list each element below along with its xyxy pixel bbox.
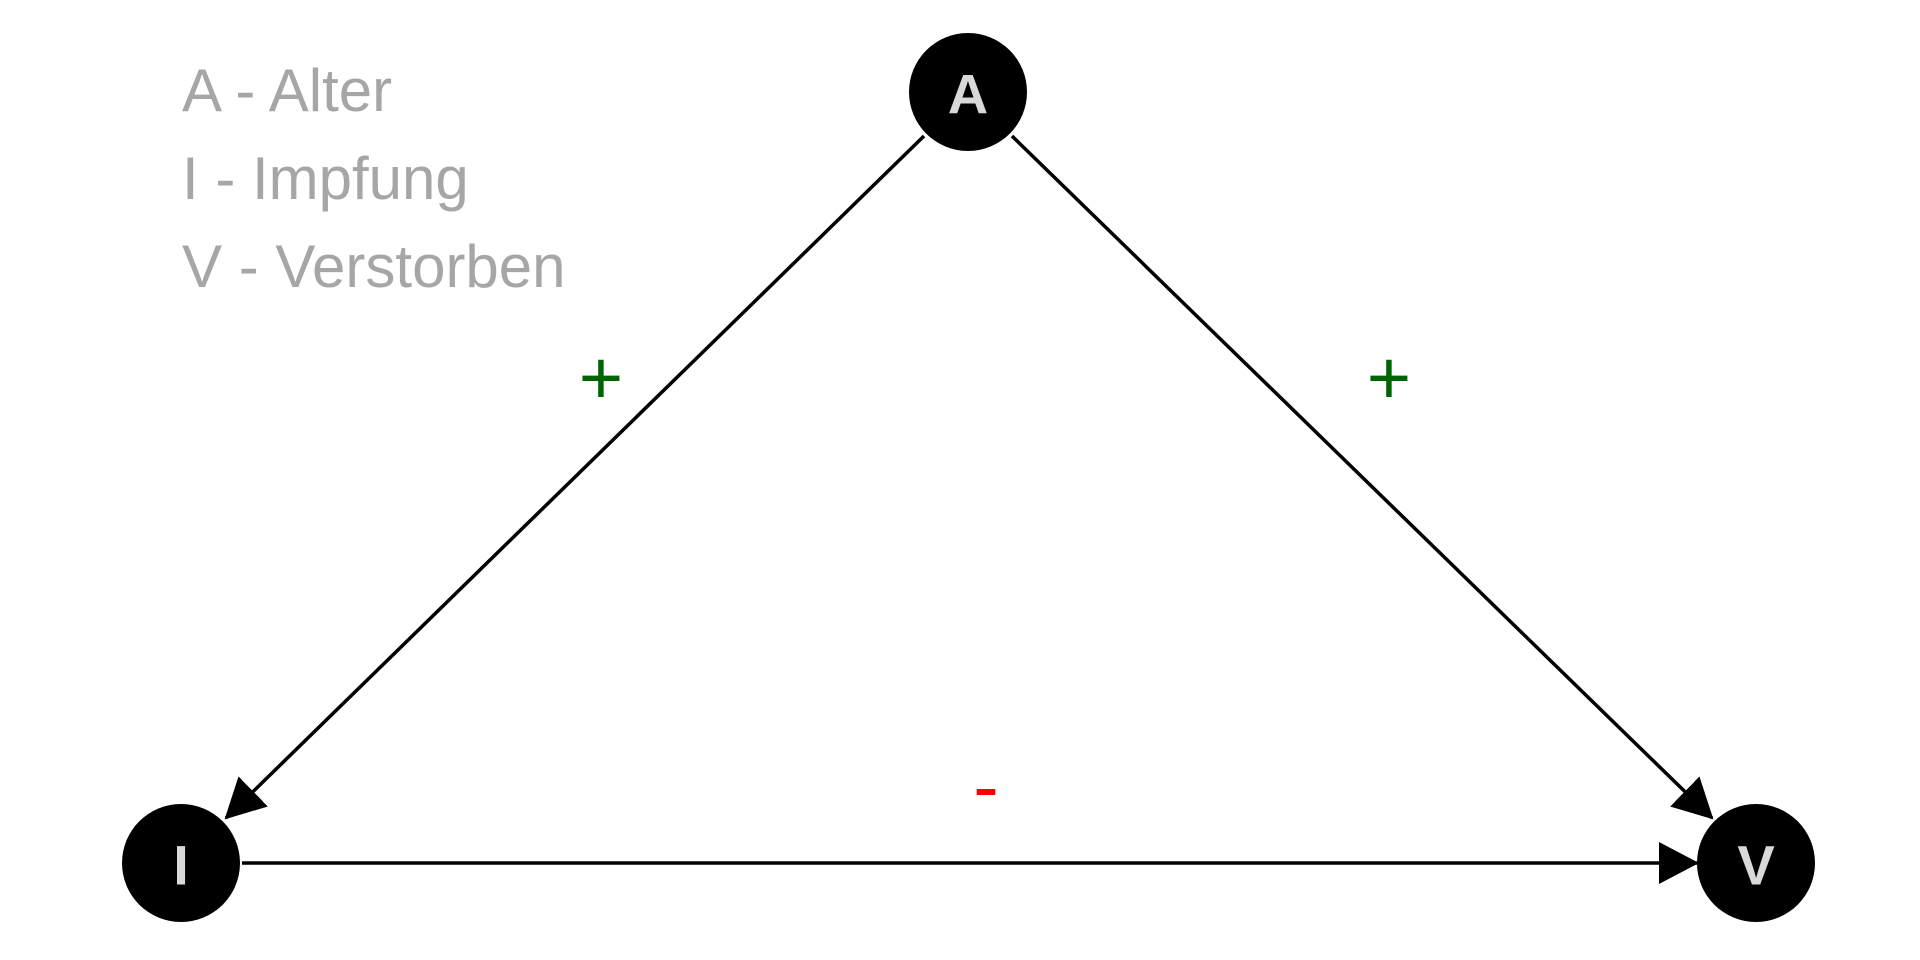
node-i-circle <box>122 804 240 922</box>
node-a-circle <box>909 33 1027 151</box>
legend-item-a: A - Alter <box>182 57 392 124</box>
node-v: V <box>1697 804 1815 922</box>
node-a-label: A <box>948 63 988 126</box>
sign-a-to-v: + <box>1367 336 1411 421</box>
sign-a-to-i: + <box>579 336 623 421</box>
node-i: I <box>122 804 240 922</box>
node-v-circle <box>1697 804 1815 922</box>
edge-signs: + + - <box>579 336 1411 830</box>
sign-i-to-v: - <box>973 745 998 830</box>
edge-a-to-v <box>1010 134 1714 820</box>
node-i-label: I <box>173 834 189 897</box>
node-v-label: V <box>1737 834 1774 897</box>
legend-item-i: I - Impfung <box>182 145 469 212</box>
edge-a-to-i <box>224 134 926 820</box>
edges <box>224 134 1714 884</box>
legend: A - Alter I - Impfung V - Verstorben <box>182 57 566 300</box>
legend-item-v: V - Verstorben <box>182 233 566 300</box>
node-a: A <box>909 33 1027 151</box>
